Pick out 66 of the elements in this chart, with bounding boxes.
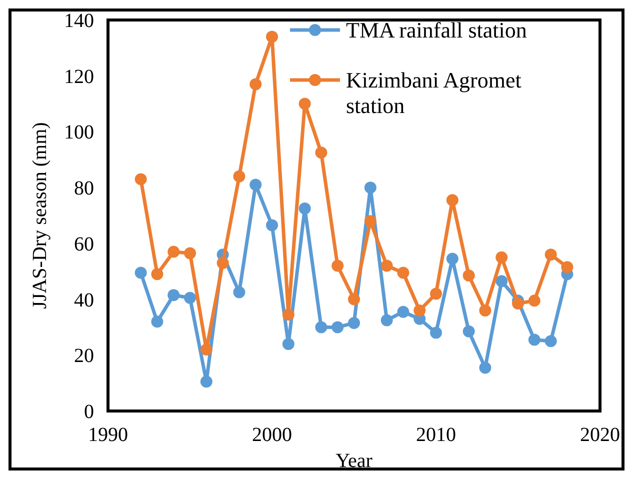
point — [364, 215, 376, 228]
point — [233, 170, 246, 182]
point — [298, 202, 311, 215]
point — [200, 376, 212, 388]
point — [446, 252, 458, 265]
point — [184, 247, 196, 260]
x-tick-label: 2000 — [252, 424, 292, 446]
point — [380, 260, 393, 272]
legend-label: TMA rainfall station — [346, 18, 527, 43]
y-tick-label: 100 — [64, 122, 94, 144]
x-tick-label: 1990 — [88, 424, 128, 446]
x-tick-label: 2020 — [580, 424, 620, 446]
point — [200, 344, 212, 356]
point — [364, 182, 376, 194]
point — [430, 288, 442, 300]
point — [216, 256, 229, 269]
point — [168, 246, 180, 258]
point — [134, 173, 147, 186]
point — [151, 268, 164, 280]
point — [348, 317, 360, 330]
y-axis-title: JJAS-Dry season (mm) — [29, 122, 51, 309]
y-tick-label: 120 — [64, 66, 94, 88]
point — [332, 260, 344, 272]
point — [348, 293, 360, 306]
point — [250, 78, 262, 90]
point — [544, 335, 557, 348]
y-tick-label: 60 — [74, 233, 94, 256]
point — [380, 314, 393, 326]
y-tick-label: 80 — [74, 178, 94, 200]
point — [430, 326, 442, 339]
point — [298, 98, 311, 110]
point — [479, 304, 492, 316]
point — [561, 261, 574, 274]
point — [414, 304, 426, 316]
point — [544, 248, 557, 261]
point — [266, 219, 278, 232]
point — [397, 266, 410, 279]
point — [282, 308, 294, 321]
point — [282, 338, 294, 350]
point — [496, 275, 508, 288]
point — [151, 316, 164, 328]
point — [446, 194, 458, 206]
point — [315, 321, 328, 334]
point — [184, 292, 196, 304]
y-tick-label: 20 — [74, 345, 94, 368]
point — [528, 334, 540, 346]
point — [479, 362, 492, 374]
y-tick-label: 0 — [84, 401, 94, 423]
point — [496, 251, 508, 264]
point — [250, 178, 262, 191]
point — [462, 270, 475, 282]
point — [266, 30, 278, 43]
y-tick-label: 40 — [74, 289, 94, 312]
point — [512, 297, 524, 310]
point — [134, 266, 147, 279]
legend-label: Kizimbani Agromet station — [346, 68, 522, 118]
point — [528, 294, 540, 307]
y-tick-label: 140 — [64, 10, 94, 32]
point — [462, 325, 475, 338]
x-axis-title: Year — [336, 450, 373, 472]
x-tick-label: 2010 — [416, 424, 456, 446]
point — [168, 289, 180, 302]
point — [233, 286, 246, 298]
point — [315, 146, 328, 159]
point — [397, 306, 410, 318]
point — [332, 321, 344, 334]
